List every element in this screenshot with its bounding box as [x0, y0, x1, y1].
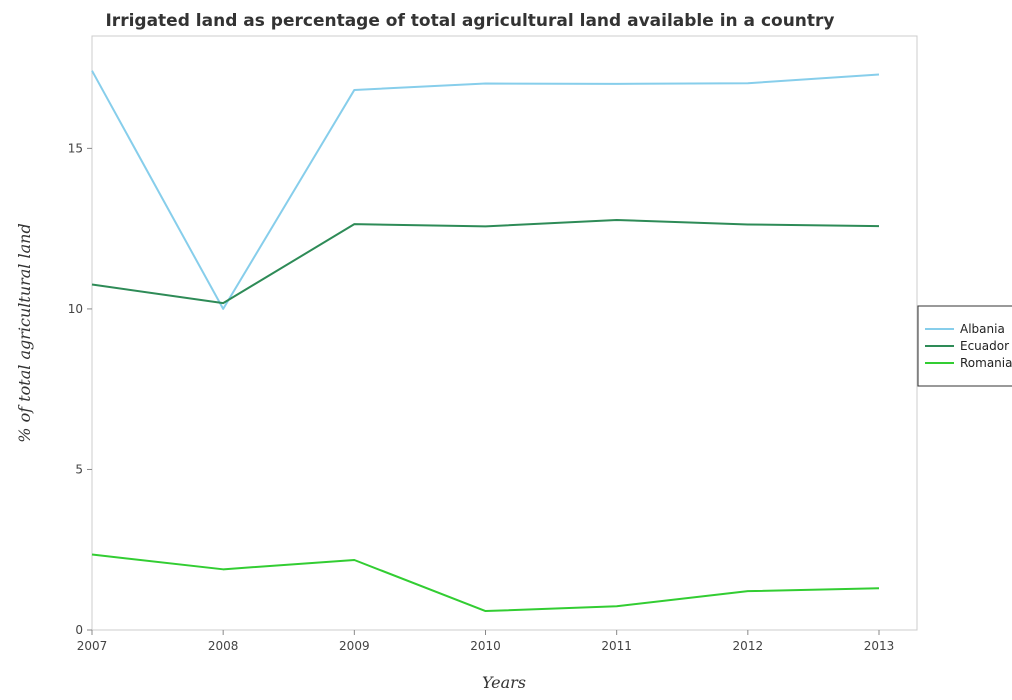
- legend: Albania Ecuador Romania: [917, 305, 1012, 387]
- chart-title: Irrigated land as percentage of total ag…: [105, 11, 834, 31]
- y-axis-ticks: 0 5 10 15: [68, 141, 92, 637]
- y-tick-label: 15: [68, 141, 83, 155]
- x-tick-label: 2008: [208, 639, 239, 653]
- series-line-romania: [91, 553, 880, 613]
- legend-label-ecuador: Ecuador: [960, 339, 1009, 353]
- series-lines: [91, 70, 880, 613]
- legend-label-romania: Romania: [960, 356, 1012, 370]
- y-axis-label: % of total agricultural land: [15, 223, 34, 442]
- series-line-albania: [91, 70, 880, 310]
- legend-label-albania: Albania: [960, 322, 1005, 336]
- x-tick-label: 2010: [470, 639, 501, 653]
- plot-area: [91, 35, 918, 631]
- y-tick-label: 10: [68, 302, 83, 316]
- x-tick-label: 2009: [339, 639, 370, 653]
- x-tick-label: 2011: [601, 639, 632, 653]
- x-tick-label: 2012: [733, 639, 764, 653]
- x-tick-label: 2013: [864, 639, 895, 653]
- series-line-ecuador: [91, 218, 880, 305]
- y-tick-label: 5: [75, 462, 83, 476]
- x-tick-label: 2007: [77, 639, 108, 653]
- y-tick-label: 0: [75, 623, 83, 637]
- x-axis-label: Years: [482, 673, 526, 692]
- x-axis-ticks: 2007 2008 2009 2010 2011 2012 2013: [77, 630, 895, 653]
